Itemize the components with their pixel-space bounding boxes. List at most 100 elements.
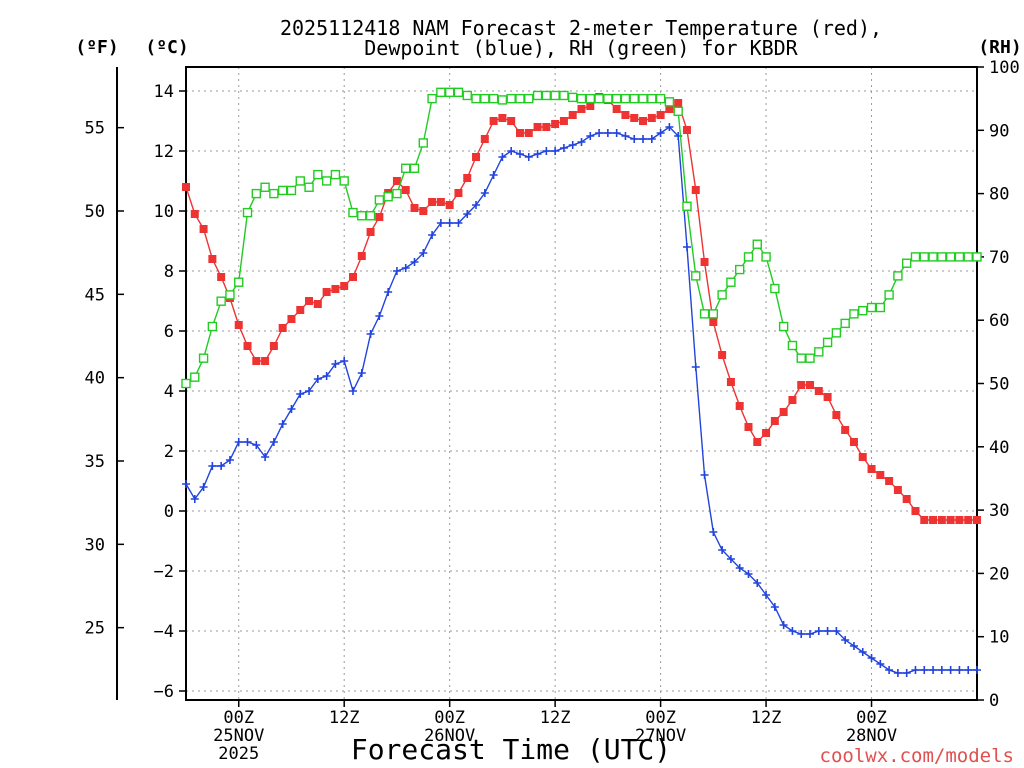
rh-point <box>506 93 516 104</box>
dewpoint-point <box>445 219 454 227</box>
dewpoint-point <box>973 666 981 674</box>
plot-frame <box>185 66 978 701</box>
dewpoint-point <box>208 462 217 470</box>
temperature-point <box>357 252 366 260</box>
temperature-point <box>973 516 981 524</box>
celsius-tick-label: 12 <box>154 142 174 162</box>
dewpoint-point <box>463 210 472 218</box>
dewpoint-point <box>480 189 489 197</box>
temperature-point <box>674 99 683 107</box>
temperature-point <box>472 153 481 161</box>
rh-point <box>901 258 912 268</box>
rh-tick-label: 30 <box>989 501 1009 521</box>
celsius-tick-label: −2 <box>154 562 174 582</box>
dewpoint-point <box>814 627 823 635</box>
dewpoint-point <box>718 546 727 554</box>
rh-point <box>348 207 358 218</box>
rh-point <box>822 337 833 348</box>
fahrenheit-tick-label: 40 <box>85 369 105 389</box>
dewpoint-point <box>454 219 463 227</box>
temperature-point <box>322 288 331 296</box>
rh-tick-label: 60 <box>989 311 1009 331</box>
temperature-point <box>182 183 190 191</box>
temperature-point <box>243 342 252 350</box>
dewpoint-point <box>858 648 867 656</box>
temperature-point <box>656 111 665 119</box>
dewpoint-point <box>436 219 445 227</box>
rh-point <box>972 252 982 262</box>
temperature-point <box>709 318 718 326</box>
dewpoint-point <box>841 636 850 644</box>
dewpoint-point <box>726 555 735 563</box>
temperature-point <box>814 387 823 395</box>
dewpoint-point <box>217 462 226 470</box>
series-layer <box>181 87 982 677</box>
rh-tick-label: 70 <box>989 248 1009 268</box>
dewpoint-point <box>595 129 604 137</box>
temperature-point <box>568 111 577 119</box>
rh-point <box>796 353 806 363</box>
fahrenheit-tick-label: 55 <box>85 119 105 139</box>
dewpoint-point <box>665 123 674 131</box>
temperature-point <box>515 129 524 137</box>
temperature-point <box>665 105 674 113</box>
x-tick-label: 12Z <box>329 708 360 728</box>
rh-point <box>330 169 341 180</box>
dewpoint-point <box>225 456 234 464</box>
celsius-tick-label: −6 <box>154 682 174 702</box>
rh-point <box>954 252 965 262</box>
fahrenheit-tick-label: 45 <box>85 285 105 305</box>
dewpoint-point <box>392 267 401 275</box>
rh-point <box>629 93 639 104</box>
rh-point <box>207 321 218 332</box>
temperature-point <box>436 198 445 206</box>
rh-point <box>251 188 262 199</box>
dewpoint-point <box>559 144 568 152</box>
rh-point <box>497 95 508 105</box>
rh-point <box>444 87 455 98</box>
temperature-point <box>366 228 375 236</box>
dewpoint-point <box>524 153 533 161</box>
dewpoint-point <box>691 363 700 371</box>
rh-point <box>559 90 569 101</box>
temperature-point <box>410 204 419 212</box>
fahrenheit-tick-label: 50 <box>85 202 105 222</box>
temperature-point <box>621 111 630 119</box>
dewpoint-point <box>823 627 832 635</box>
dewpoint-point <box>331 360 340 368</box>
celsius-tick-label: 8 <box>164 262 174 282</box>
rh-point <box>453 87 464 98</box>
dewpoint-point <box>357 369 366 377</box>
rh-point <box>304 182 314 192</box>
rh-point <box>664 97 675 107</box>
rh-point <box>910 252 921 262</box>
dewpoint-point <box>770 603 779 611</box>
rh-point <box>436 87 446 98</box>
rh-point <box>673 106 683 117</box>
dewpoint-point <box>489 171 498 179</box>
rh-tick-label: 10 <box>989 628 1009 648</box>
temperature-point <box>586 102 595 110</box>
rh-point <box>743 252 754 262</box>
temperature-point <box>762 429 771 437</box>
rh-point <box>383 192 393 202</box>
rh-point <box>568 92 578 103</box>
dewpoint-point <box>682 243 691 251</box>
rh-point <box>269 188 279 199</box>
temperature-point <box>735 402 744 410</box>
temperature-point <box>217 273 226 281</box>
rh-point <box>805 353 815 363</box>
dewpoint-point <box>937 666 946 674</box>
x-tick-label: 26NOV <box>424 726 475 746</box>
temperature-point <box>726 378 735 386</box>
temperature-point <box>639 117 648 125</box>
x-tick-label: 00Z <box>223 708 254 728</box>
dewpoint-point <box>911 666 920 674</box>
rh-point <box>831 328 842 338</box>
dewpoint-point <box>410 258 419 266</box>
rh-point <box>374 195 385 205</box>
temperature-point <box>278 324 287 332</box>
rh-point <box>717 290 727 300</box>
rh-point <box>638 93 648 104</box>
rh-tick-label: 50 <box>989 375 1009 395</box>
